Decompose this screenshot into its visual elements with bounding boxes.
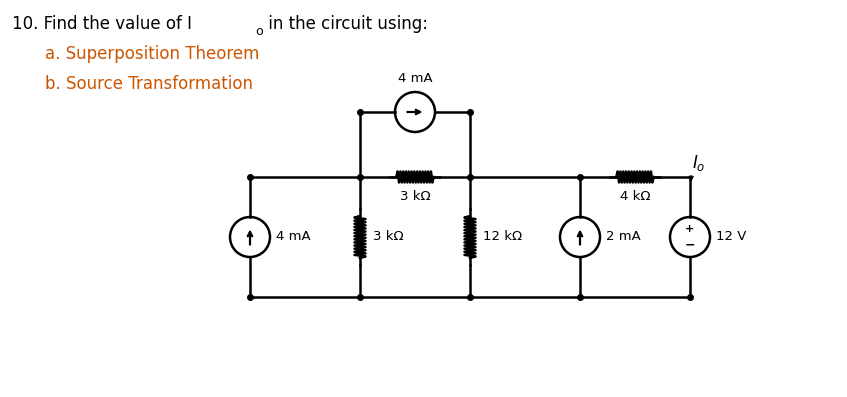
Text: 12 V: 12 V xyxy=(716,231,746,243)
Text: 4 mA: 4 mA xyxy=(398,72,432,85)
Text: −: − xyxy=(684,239,695,252)
Text: o: o xyxy=(256,25,263,38)
Text: 3 kΩ: 3 kΩ xyxy=(373,231,404,243)
Text: 2 mA: 2 mA xyxy=(606,231,640,243)
Text: 3 kΩ: 3 kΩ xyxy=(400,190,430,203)
Text: in the circuit using:: in the circuit using: xyxy=(263,15,428,33)
Text: b. Source Transformation: b. Source Transformation xyxy=(45,75,253,93)
Text: 4 mA: 4 mA xyxy=(276,231,311,243)
Text: 10. Find the value of I: 10. Find the value of I xyxy=(12,15,192,33)
Text: +: + xyxy=(685,224,695,233)
Text: a. Superposition Theorem: a. Superposition Theorem xyxy=(45,45,259,63)
Text: 12 kΩ: 12 kΩ xyxy=(483,231,522,243)
Text: $I_o$: $I_o$ xyxy=(692,153,706,173)
Text: 4 kΩ: 4 kΩ xyxy=(620,190,650,203)
